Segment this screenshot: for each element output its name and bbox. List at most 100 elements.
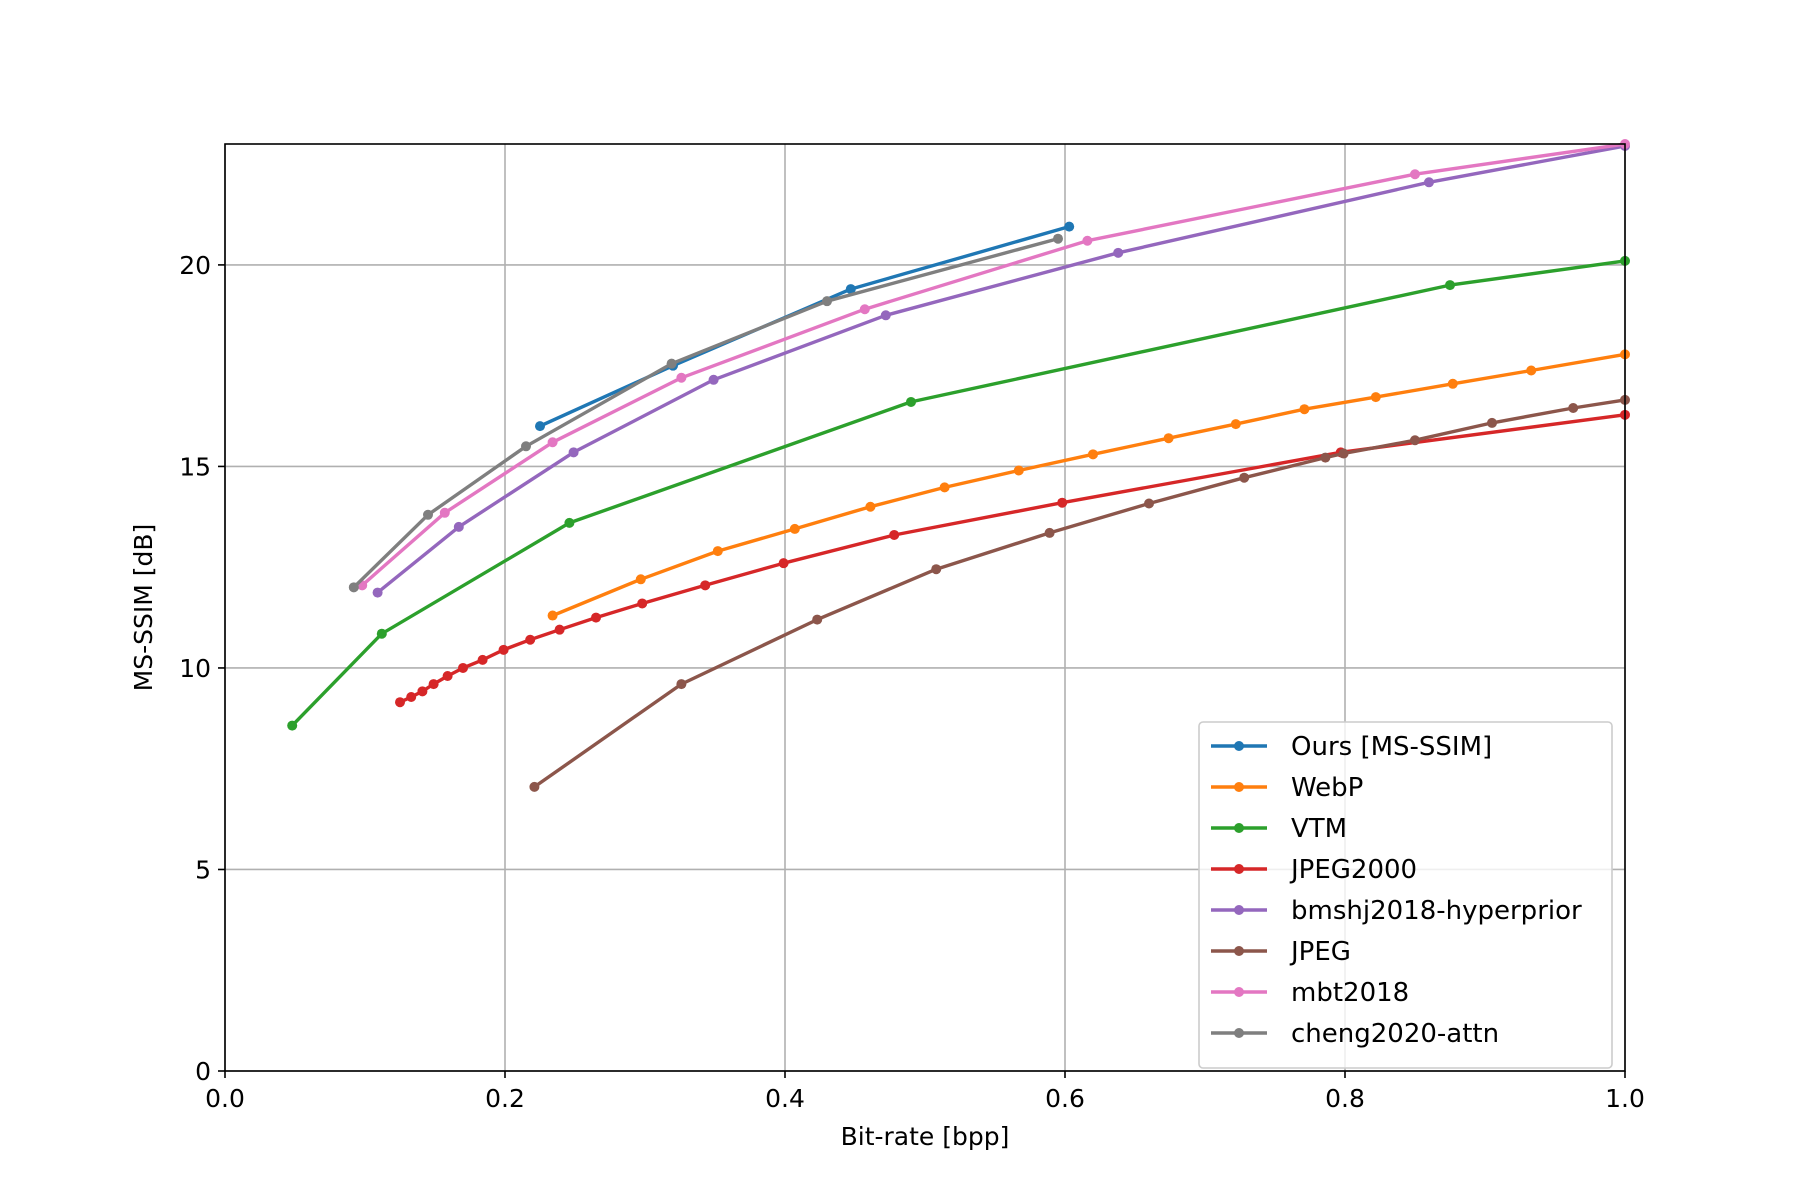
data-point — [778, 558, 789, 569]
data-point — [1445, 280, 1455, 291]
legend-item: VTM — [1211, 814, 1347, 844]
data-point — [1370, 392, 1381, 403]
x-tick-label: 0.4 — [765, 1084, 805, 1113]
data-point — [635, 574, 646, 585]
data-point — [554, 624, 565, 635]
data-point — [931, 564, 942, 575]
legend-swatch-marker — [1234, 1028, 1244, 1038]
data-point — [812, 614, 823, 625]
data-point — [1057, 497, 1068, 508]
data-point — [1239, 472, 1250, 483]
data-point — [676, 372, 687, 383]
legend-label: mbt2018 — [1291, 978, 1409, 1008]
data-point — [1568, 402, 1579, 413]
data-point — [1424, 177, 1434, 188]
data-point — [547, 437, 558, 448]
legend-swatch-marker — [1234, 905, 1244, 915]
data-point — [1447, 378, 1458, 389]
data-point — [1088, 449, 1098, 460]
data-point — [453, 521, 464, 532]
series-jpeg — [529, 394, 1630, 792]
data-point — [1299, 404, 1310, 415]
data-point — [1230, 419, 1241, 430]
x-axis-label: Bit-rate [bpp] — [841, 1122, 1010, 1151]
data-point — [1113, 247, 1124, 258]
y-tick-label: 5 — [195, 855, 211, 884]
series-webp — [547, 349, 1630, 621]
data-point — [700, 580, 711, 591]
legend-item: mbt2018 — [1211, 978, 1409, 1008]
series-line — [359, 142, 1627, 588]
data-point — [712, 546, 723, 557]
data-point — [1410, 169, 1420, 180]
y-tick-label: 10 — [179, 654, 211, 683]
legend-swatch-marker — [1234, 987, 1244, 997]
data-point — [789, 523, 800, 534]
data-point — [865, 501, 876, 512]
legend-item: WebP — [1211, 773, 1363, 803]
legend-item: JPEG — [1211, 937, 1351, 967]
series-line — [375, 144, 1627, 595]
data-point — [525, 634, 536, 645]
legend-label: JPEG2000 — [1289, 855, 1417, 885]
ticks: 0.0 0.2 0.4 0.6 0.8 1.0 0 5 10 15 20 — [179, 251, 1645, 1113]
legend-item: Ours [MS-SSIM] — [1211, 732, 1492, 762]
legend-item: bmshj2018-hyperprior — [1211, 896, 1582, 926]
data-point — [1053, 233, 1063, 244]
legend-label: WebP — [1291, 773, 1363, 803]
x-tick-label: 0.6 — [1045, 1084, 1085, 1113]
data-point — [1410, 435, 1420, 446]
y-tick-label: 15 — [179, 452, 211, 481]
data-point — [564, 517, 575, 528]
data-point — [521, 441, 531, 452]
series-mbt2018 — [357, 139, 1630, 591]
data-point — [1013, 465, 1024, 476]
data-point — [477, 654, 488, 665]
x-tick-label: 1.0 — [1605, 1084, 1645, 1113]
data-point — [568, 447, 579, 458]
y-tick-label: 20 — [179, 251, 211, 280]
legend: Ours [MS-SSIM] WebP VTM JPEG2000 bmshj2018-h… — [1198, 721, 1613, 1069]
data-point — [1044, 527, 1055, 538]
data-point — [376, 628, 387, 639]
data-point — [547, 610, 558, 621]
series-line — [289, 258, 1627, 729]
legend-swatch-marker — [1234, 823, 1244, 833]
legend-box — [1198, 721, 1613, 1069]
data-point — [423, 509, 433, 520]
data-point — [880, 310, 891, 321]
data-point — [287, 720, 298, 731]
data-point — [498, 644, 509, 655]
data-point — [1144, 498, 1154, 509]
data-point — [1526, 365, 1537, 376]
data-point — [906, 396, 916, 407]
data-point — [845, 284, 856, 295]
x-tick-label: 0.8 — [1325, 1084, 1365, 1113]
data-point — [372, 587, 383, 598]
data-point — [1064, 221, 1075, 232]
data-point — [428, 679, 439, 690]
legend-label: Ours [MS-SSIM] — [1291, 732, 1492, 762]
data-point — [458, 662, 468, 673]
legend-item: JPEG2000 — [1211, 855, 1417, 885]
data-point — [439, 507, 450, 518]
series-line — [351, 236, 1061, 590]
data-point — [348, 582, 359, 593]
legend-swatch-marker — [1234, 946, 1244, 956]
legend-swatch-marker — [1234, 741, 1244, 751]
data-point — [708, 374, 719, 385]
data-point — [822, 296, 832, 307]
data-point — [591, 612, 601, 623]
x-tick-label: 0.2 — [485, 1084, 525, 1113]
legend-label: JPEG — [1289, 937, 1351, 967]
data-point — [1338, 448, 1349, 459]
data-point — [859, 304, 870, 315]
data-point — [1320, 452, 1331, 463]
x-tick-label: 0.0 — [205, 1084, 245, 1113]
legend-label: bmshj2018-hyperprior — [1291, 896, 1582, 926]
legend-label: cheng2020-attn — [1291, 1019, 1499, 1049]
series-vtm — [287, 255, 1630, 731]
data-point — [676, 679, 687, 690]
series-layer — [287, 139, 1630, 792]
